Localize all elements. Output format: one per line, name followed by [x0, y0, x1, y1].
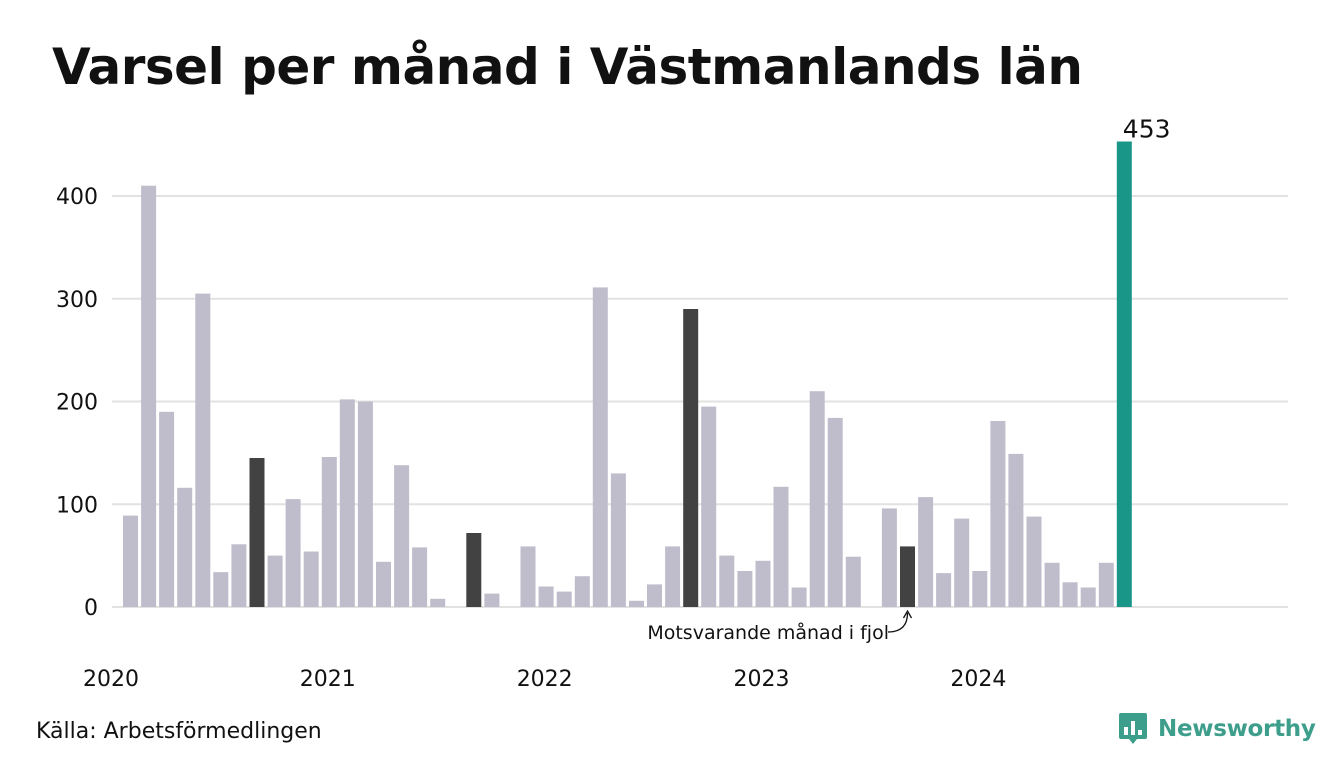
bar: [231, 544, 247, 607]
bar: [394, 465, 410, 607]
bar-highlighted: [683, 309, 699, 607]
bar: [791, 587, 807, 607]
bars: [123, 141, 1132, 608]
annotations: 453 Motsvarande månad i fjol: [647, 115, 1170, 644]
bar: [303, 551, 319, 607]
bar: [1044, 562, 1060, 607]
bar-chart: 0 100 200 300 400 2020 2021 2022 2023 2024 453 Mo…: [56, 115, 1288, 692]
latest-value-label: 453: [1123, 115, 1171, 144]
bar: [376, 561, 391, 607]
bar: [321, 457, 337, 607]
bar: [285, 499, 301, 607]
x-axis-labels: 2020 2021 2022 2023 2024: [83, 667, 1006, 692]
bar: [629, 600, 644, 607]
bar: [610, 473, 626, 607]
brand-name: Newsworthy: [1158, 716, 1316, 742]
bar: [918, 497, 934, 607]
bar: [1062, 582, 1078, 607]
bar: [412, 547, 428, 607]
bar: [719, 555, 735, 607]
bar: [520, 546, 536, 607]
brand-logo[interactable]: Newsworthy: [1118, 712, 1316, 746]
bar: [990, 421, 1006, 607]
newsworthy-logo-icon: [1119, 713, 1147, 744]
bar: [213, 572, 229, 607]
bar: [773, 486, 789, 607]
bar: [665, 546, 681, 607]
x-tick-label: 2020: [83, 667, 139, 692]
bar: [339, 399, 355, 607]
annotation-label: Motsvarande månad i fjol: [647, 621, 889, 644]
bar: [737, 571, 753, 607]
bar: [195, 293, 211, 607]
bar: [177, 487, 193, 607]
bar: [936, 573, 952, 607]
y-axis-labels: 0 100 200 300 400: [56, 185, 98, 621]
bar: [845, 556, 861, 607]
bar: [1080, 587, 1096, 607]
bar: [647, 584, 662, 607]
x-tick-label: 2023: [734, 667, 790, 692]
bar-latest: [1116, 141, 1132, 607]
bar: [141, 185, 157, 607]
annotation-arrowhead: [902, 609, 913, 619]
y-tick-label: 200: [56, 391, 98, 416]
bar: [357, 401, 373, 607]
source-note: Källa: Arbetsförmedlingen: [36, 719, 322, 744]
bar-highlighted: [249, 458, 265, 607]
bar: [827, 417, 843, 607]
x-tick-label: 2024: [950, 667, 1006, 692]
bar: [556, 591, 572, 607]
y-tick-label: 300: [56, 288, 98, 313]
x-tick-label: 2022: [517, 667, 573, 692]
bar: [1026, 516, 1042, 607]
bar: [123, 515, 138, 607]
bar: [701, 406, 717, 607]
x-tick-label: 2021: [300, 667, 356, 692]
y-tick-label: 400: [56, 185, 98, 210]
bar-highlighted: [466, 533, 482, 607]
bar: [972, 571, 988, 607]
y-tick-label: 0: [84, 596, 98, 621]
bar-highlighted: [900, 546, 915, 607]
bar: [755, 560, 771, 607]
bar: [809, 391, 825, 607]
y-tick-label: 100: [56, 493, 98, 518]
bar: [954, 518, 970, 607]
bar: [592, 287, 608, 607]
chart-title: Varsel per månad i Västmanlands län: [52, 38, 1083, 96]
bar: [1098, 562, 1114, 607]
bar: [430, 598, 446, 607]
bar: [538, 586, 554, 608]
bar: [159, 411, 175, 607]
bar: [484, 593, 500, 607]
bar: [881, 508, 897, 607]
annotation-arrow: [887, 612, 909, 633]
bar: [267, 555, 283, 607]
bar: [1008, 453, 1024, 607]
bar: [574, 576, 590, 607]
